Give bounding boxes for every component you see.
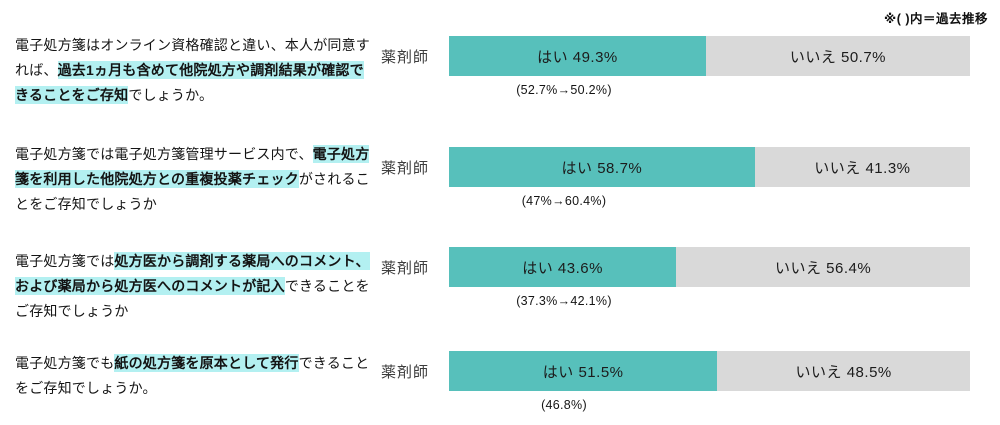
question-post: でしょうか。 <box>128 87 214 103</box>
question-post: できることをご存知でしょうか。 <box>15 355 370 396</box>
bar-label-no: いいえ 50.7% <box>789 48 887 66</box>
bar-segment-yes: はい 51.5% <box>449 351 718 391</box>
bar-label-no: いいえ 41.3% <box>814 159 911 177</box>
bar-segment-no: いいえ 56.4% <box>676 247 970 287</box>
trend-caption: (47%→60.4%) <box>521 194 607 208</box>
bar-segment-yes: はい 58.7% <box>449 147 755 187</box>
bar-label-yes: はい 43.6% <box>522 259 603 277</box>
bar-segment-no: いいえ 50.7% <box>705 36 970 76</box>
trend-caption: (46.8%) <box>541 398 587 412</box>
trend-caption: (37.3%→42.1%) <box>516 294 612 308</box>
bar-label-no: いいえ 56.4% <box>774 259 872 277</box>
question-pre: 電子処方箋では <box>15 253 115 269</box>
group-label: 薬剤師 <box>381 363 430 381</box>
bar-label-yes: はい 58.7% <box>561 159 643 177</box>
question-text: 電子処方箋では処方医から調剤する薬局へのコメント、および薬局から処方医へのコメン… <box>15 249 373 324</box>
question-post: がされることをご存知でしょうか <box>15 171 370 212</box>
question-text: 電子処方箋はオンライン資格確認と違い、本人が同意すれば、過去1ヵ月も含めて他院処… <box>15 33 373 108</box>
question-pre: 電子処方箋では電子処方箋管理サービス内で、 <box>15 146 313 162</box>
question-pre: 電子処方箋はオンライン資格確認と違い、本人が同意すれば、 <box>15 37 370 78</box>
bar-label-yes: はい 51.5% <box>542 363 624 381</box>
trend-caption: (52.7%→50.2%) <box>516 83 612 97</box>
bar-label-no: いいえ 48.5% <box>795 363 892 381</box>
bar-segment-yes: はい 43.6% <box>449 247 677 287</box>
question-text: 電子処方箋では電子処方箋管理サービス内で、電子処方箋を利用した他院処方との重複投… <box>15 142 373 217</box>
group-label: 薬剤師 <box>381 48 430 66</box>
question-text: 電子処方箋でも紙の処方箋を原本として発行できることをご存知でしょうか。 <box>15 351 373 401</box>
bar-segment-no: いいえ 41.3% <box>754 147 970 187</box>
stacked-bar: はい 43.6% いいえ 56.4% (37.3%→42.1%) <box>449 247 970 308</box>
group-label: 薬剤師 <box>381 159 430 177</box>
bar-label-yes: はい 49.3% <box>537 48 618 66</box>
question-post: できることをご存知でしょうか <box>15 278 370 319</box>
legend-note: ※( )内＝過去推移 <box>884 12 988 26</box>
stacked-bar: はい 51.5% いいえ 48.5% (46.8%) <box>449 351 970 412</box>
group-label: 薬剤師 <box>381 259 430 277</box>
bar-segment-yes: はい 49.3% <box>449 36 706 76</box>
stacked-bar: はい 58.7% いいえ 41.3% (47%→60.4%) <box>449 147 970 208</box>
stacked-bar: はい 49.3% いいえ 50.7% (52.7%→50.2%) <box>449 36 970 97</box>
question-highlight: 紙の処方箋を原本として発行 <box>114 354 299 372</box>
question-pre: 電子処方箋でも <box>15 355 115 371</box>
bar-segment-no: いいえ 48.5% <box>717 351 970 391</box>
